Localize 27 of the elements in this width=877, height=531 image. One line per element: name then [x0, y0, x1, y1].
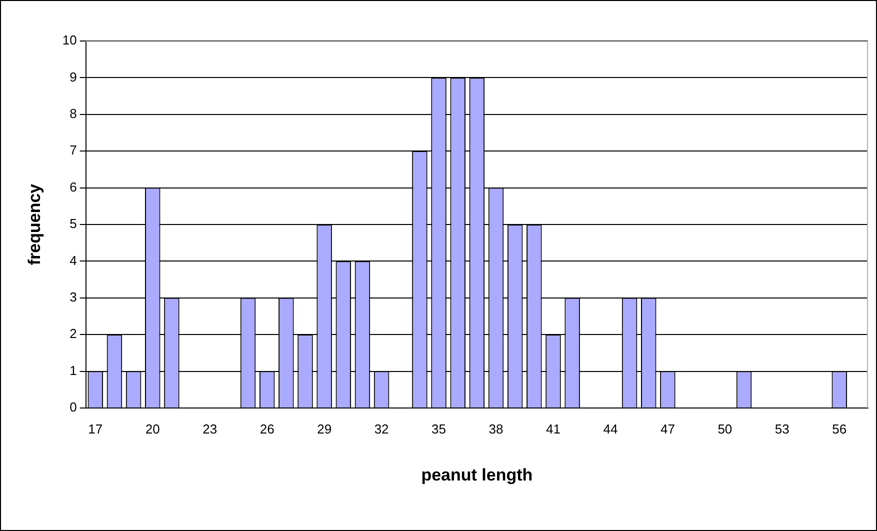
- x-tick-label: 29: [317, 421, 332, 436]
- y-tick-label: 7: [70, 142, 77, 158]
- x-tick-label: 23: [202, 421, 218, 436]
- y-tick-label: 10: [62, 32, 77, 48]
- y-tick-label: 8: [70, 106, 77, 121]
- x-tick-label: 44: [603, 421, 618, 436]
- x-tick-label: 20: [145, 421, 160, 436]
- x-tick-label: 17: [88, 421, 103, 436]
- y-tick-label: 2: [70, 326, 77, 342]
- x-tick-label: 50: [718, 421, 732, 436]
- y-axis-title: frequency: [24, 183, 44, 266]
- y-tick-label: 4: [70, 252, 77, 268]
- y-tick-label: 5: [70, 216, 77, 232]
- x-tick-label: 47: [660, 421, 675, 436]
- y-tick-label: 1: [70, 362, 77, 378]
- y-tick-label: 6: [70, 179, 77, 194]
- x-tick-label: 38: [488, 421, 504, 436]
- x-tick-label: 35: [432, 421, 446, 436]
- x-tick-label: 56: [832, 421, 847, 436]
- y-tick-label: 9: [70, 69, 77, 84]
- x-tick-label: 41: [546, 421, 560, 436]
- y-tick-label: 3: [70, 289, 77, 304]
- x-tick-label: 26: [260, 421, 274, 436]
- y-tick-label: 0: [70, 400, 77, 415]
- x-tick-label: 53: [774, 421, 790, 436]
- x-axis-title: peanut length: [421, 465, 533, 484]
- x-tick-label: 32: [374, 421, 389, 436]
